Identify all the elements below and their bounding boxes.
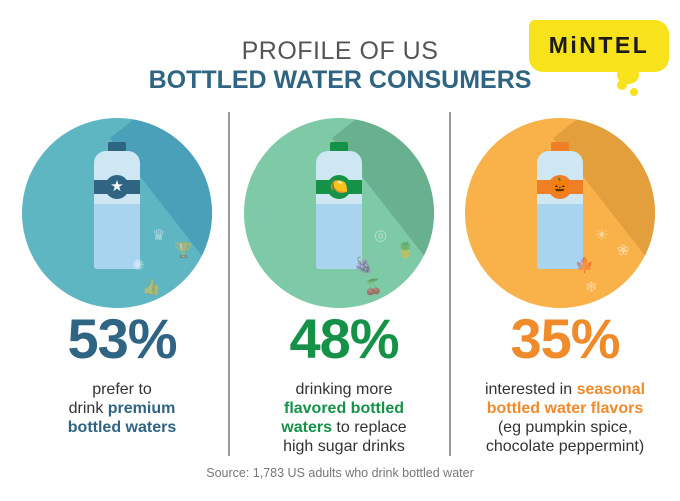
decor-icon: ♛ xyxy=(152,227,166,244)
icon-circle: 🍋 ◎ 🍍 🍇 🍒 xyxy=(244,118,434,308)
title-line-1: PROFILE OF US xyxy=(241,37,439,65)
decor-icon: 🍍 xyxy=(396,242,415,259)
source-note: Source: 1,783 US adults who drink bottle… xyxy=(206,466,474,480)
divider xyxy=(228,112,230,456)
stat-percent: 48% xyxy=(289,307,399,370)
bottle-icon: ★ xyxy=(94,142,140,270)
stat-description: drinking more flavored bottled waters to r… xyxy=(281,381,407,455)
decor-icon: ✺ xyxy=(132,257,145,274)
decor-icon: ☀ xyxy=(595,227,609,244)
bottle-icon: 🍋 xyxy=(316,142,362,270)
mintel-logo: MiNTEL xyxy=(529,20,669,72)
label-icon: ★ xyxy=(105,175,129,199)
stat-percent: 53% xyxy=(67,307,177,370)
title-line-2: BOTTLED WATER CONSUMERS xyxy=(148,66,532,94)
stat-description: interested in seasonal bottled water flav… xyxy=(484,381,646,455)
decor-icon: 🏆 xyxy=(174,242,193,259)
decor-icon: 🍇 xyxy=(354,257,373,274)
stat-percent: 35% xyxy=(510,307,620,370)
stat-description: prefer to drink premium bottled waters xyxy=(67,381,177,436)
decor-icon: 🍒 xyxy=(364,279,383,296)
divider xyxy=(449,112,451,456)
decor-icon: ❄ xyxy=(585,279,598,296)
decor-icon: ◎ xyxy=(374,227,388,244)
icon-circle: ★ ♛ 🏆 ✺ 👍 xyxy=(22,118,212,308)
bottle-icon: 🎃 xyxy=(537,142,583,270)
decor-icon: ❀ xyxy=(617,242,630,259)
logo-bubble xyxy=(630,88,638,96)
decor-icon: 🍁 xyxy=(575,257,594,274)
decor-icon: 👍 xyxy=(142,279,161,296)
label-icon: 🎃 xyxy=(548,175,572,199)
logo-bubble xyxy=(617,80,627,90)
label-icon: 🍋 xyxy=(327,175,351,199)
icon-circle: 🎃 ☀ ❀ 🍁 ❄ xyxy=(465,118,655,308)
logo-bubble xyxy=(617,66,639,84)
